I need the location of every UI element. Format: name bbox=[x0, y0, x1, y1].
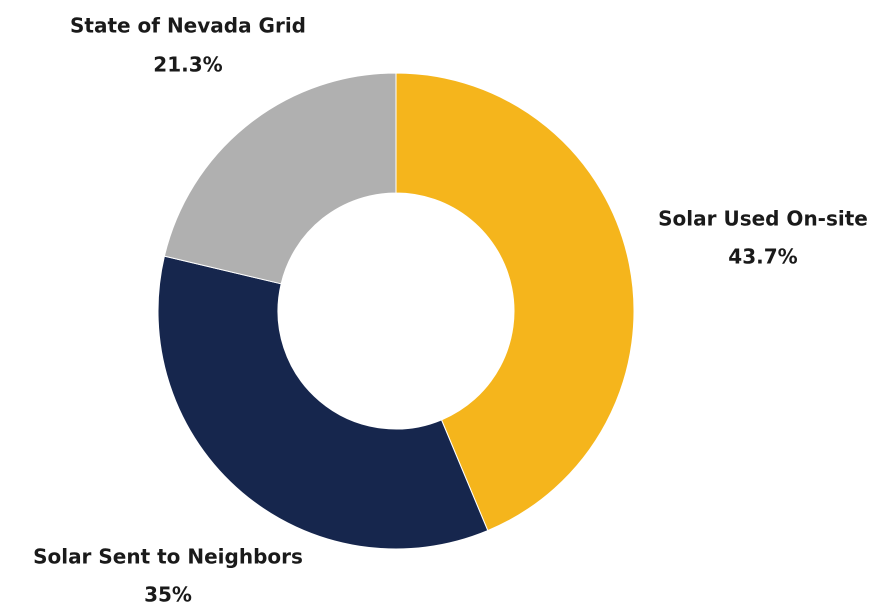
value-label: 21.3% bbox=[153, 53, 222, 77]
donut-segment bbox=[157, 255, 489, 550]
category-label: State of Nevada Grid bbox=[70, 14, 306, 38]
value-label: 43.7% bbox=[728, 245, 797, 269]
category-label: Solar Sent to Neighbors bbox=[33, 545, 303, 569]
donut-segment bbox=[163, 72, 397, 285]
category-label: Solar Used On-site bbox=[658, 207, 868, 231]
value-label: 35% bbox=[144, 583, 192, 607]
donut-segment bbox=[395, 72, 635, 532]
